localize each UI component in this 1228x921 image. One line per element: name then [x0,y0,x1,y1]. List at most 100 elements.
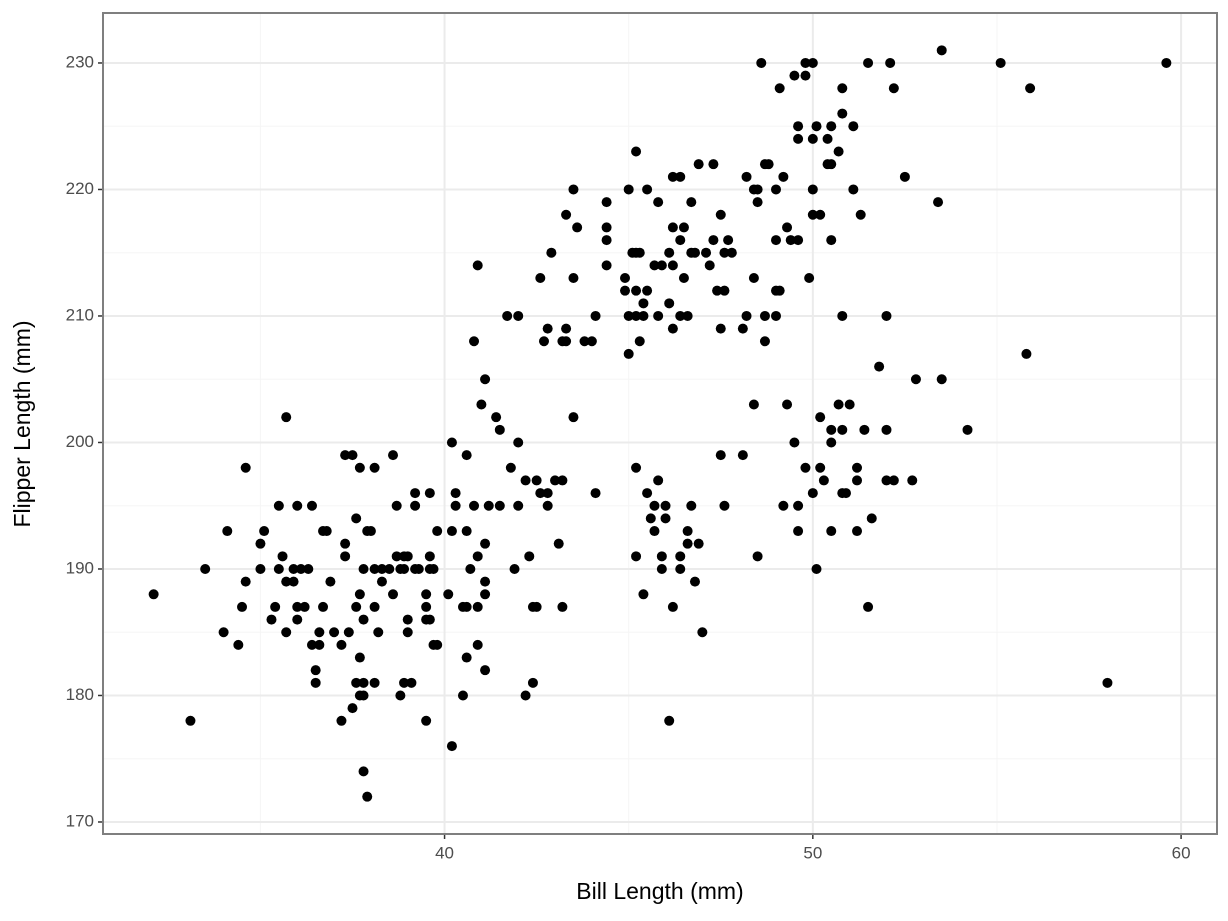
point [410,488,421,499]
point [358,690,369,701]
point [885,57,896,68]
point [678,273,689,284]
point [642,184,653,195]
point [741,171,752,182]
point [675,551,686,562]
point [299,601,310,612]
point [874,361,885,372]
point [852,462,863,473]
point [638,298,649,309]
point [793,121,804,132]
point [310,665,321,676]
point [336,639,347,650]
point [483,500,494,511]
point [631,285,642,296]
point [826,121,837,132]
point [638,589,649,600]
point [804,273,815,284]
point [936,374,947,385]
point [376,576,387,587]
y-axis-title: Flipper Length (mm) [9,320,35,527]
point [737,323,748,334]
point [318,601,329,612]
point [660,513,671,524]
point [513,500,524,511]
point [653,310,664,321]
point [590,310,601,321]
point [340,551,351,562]
point [888,83,899,94]
point [693,538,704,549]
point [748,273,759,284]
point [782,399,793,410]
point [771,235,782,246]
point [428,563,439,574]
point [358,677,369,688]
point [222,526,233,537]
point [793,526,804,537]
point [881,424,892,435]
point [645,513,656,524]
point [686,500,697,511]
point [362,791,373,802]
point [826,526,837,537]
point [561,323,572,334]
point [601,235,612,246]
point [741,310,752,321]
point [469,500,480,511]
point [450,488,461,499]
point [715,450,726,461]
point [340,450,351,461]
point [421,589,432,600]
point [513,310,524,321]
point [472,260,483,271]
point [1161,57,1172,68]
point [391,551,402,562]
point [667,260,678,271]
point [759,336,770,347]
point [259,526,270,537]
point [351,513,362,524]
point [410,500,421,511]
point [664,298,675,309]
point [509,563,520,574]
point [531,475,542,486]
point [432,526,443,537]
point [634,336,645,347]
point [388,450,399,461]
point [472,601,483,612]
point [480,538,491,549]
point [542,323,553,334]
point [443,589,454,600]
point [719,247,730,258]
point [472,639,483,650]
point [837,108,848,119]
point [314,639,325,650]
point [675,235,686,246]
point [719,285,730,296]
point [535,273,546,284]
point [771,310,782,321]
point [281,627,292,638]
point [1021,348,1032,359]
x-tick-label: 50 [803,843,822,862]
point [910,374,921,385]
point [572,222,583,233]
point [524,551,535,562]
point [358,563,369,574]
point [826,159,837,170]
point [667,171,678,182]
point [793,133,804,144]
point [822,133,833,144]
point [450,500,461,511]
point [550,475,561,486]
point [723,235,734,246]
point [200,563,211,574]
point [579,336,590,347]
point [185,715,196,726]
point [708,159,719,170]
point [354,589,365,600]
point [649,526,660,537]
point [763,159,774,170]
point [686,247,697,258]
